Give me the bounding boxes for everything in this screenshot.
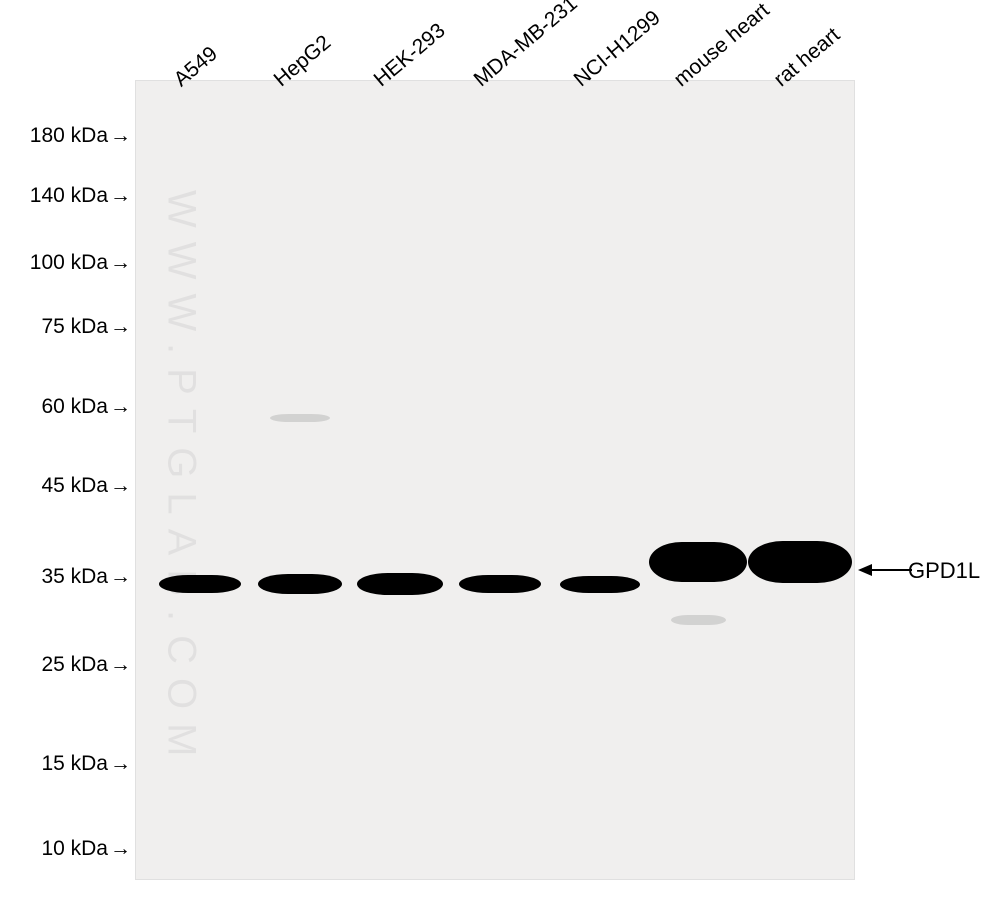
arrow-right-icon: → — [110, 837, 131, 860]
mw-marker-text: 180 kDa — [30, 124, 108, 147]
arrow-right-icon: → — [110, 124, 131, 147]
arrow-left-icon — [858, 564, 872, 576]
mw-marker: 25 kDa→ — [41, 653, 131, 677]
protein-band — [459, 575, 541, 593]
protein-band — [258, 574, 342, 594]
mw-marker: 140 kDa→ — [30, 184, 131, 208]
arrow-right-icon: → — [110, 251, 131, 274]
arrow-right-icon: → — [110, 395, 131, 418]
western-blot-figure: WWW.PTGLAB.COM A549HepG2HEK-293MDA-MB-23… — [0, 0, 1000, 903]
mw-marker: 10 kDa→ — [41, 837, 131, 861]
mw-marker-text: 10 kDa — [41, 837, 108, 860]
blot-background — [136, 81, 854, 879]
protein-band — [357, 573, 443, 595]
arrow-right-icon: → — [110, 752, 131, 775]
lane-label: MDA-MB-231 — [470, 0, 583, 92]
mw-marker-text: 35 kDa — [41, 565, 108, 588]
mw-marker-text: 45 kDa — [41, 474, 108, 497]
arrow-right-icon: → — [110, 565, 131, 588]
mw-marker-text: 100 kDa — [30, 251, 108, 274]
arrow-right-icon: → — [110, 184, 131, 207]
blot-membrane: WWW.PTGLAB.COM — [135, 80, 855, 880]
mw-marker-text: 15 kDa — [41, 752, 108, 775]
annotation-arrow — [858, 564, 912, 576]
mw-marker: 45 kDa→ — [41, 474, 131, 498]
mw-marker: 75 kDa→ — [41, 315, 131, 339]
mw-marker: 15 kDa→ — [41, 752, 131, 776]
arrow-right-icon: → — [110, 474, 131, 497]
lane-label: mouse heart — [670, 0, 775, 92]
mw-marker: 180 kDa→ — [30, 124, 131, 148]
protein-band — [649, 542, 747, 582]
arrow-right-icon: → — [110, 653, 131, 676]
faint-band — [671, 615, 726, 625]
protein-band — [560, 576, 640, 593]
mw-marker: 35 kDa→ — [41, 565, 131, 589]
arrow-shaft — [872, 569, 912, 571]
arrow-right-icon: → — [110, 315, 131, 338]
protein-band — [159, 575, 241, 593]
annotation-label: GPD1L — [908, 558, 980, 584]
mw-marker-text: 25 kDa — [41, 653, 108, 676]
faint-band — [270, 414, 330, 422]
mw-marker: 60 kDa→ — [41, 395, 131, 419]
mw-marker-text: 60 kDa — [41, 395, 108, 418]
mw-marker: 100 kDa→ — [30, 251, 131, 275]
mw-marker-text: 140 kDa — [30, 184, 108, 207]
protein-band — [748, 541, 852, 583]
mw-marker-text: 75 kDa — [41, 315, 108, 338]
